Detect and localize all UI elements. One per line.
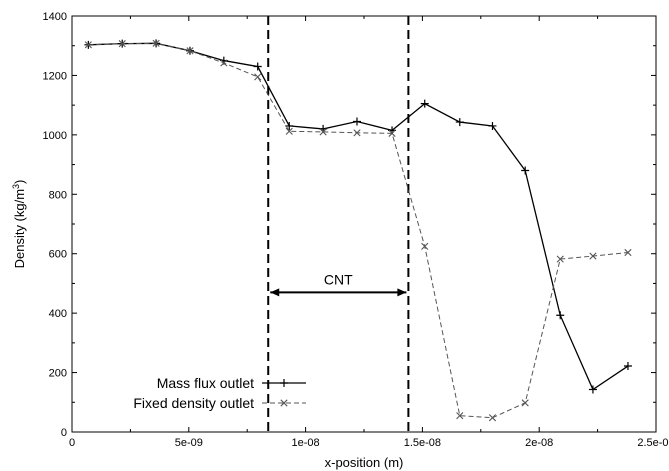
x-tick-label: 1.5e-08 — [404, 437, 441, 449]
y-tick-label: 200 — [49, 368, 67, 380]
series-1-point — [421, 242, 429, 250]
y-axis-title-main: Density (kg/m — [12, 189, 27, 268]
series-layer — [84, 39, 632, 422]
y-axis-title-close: ) — [12, 180, 27, 184]
legend-marker-0 — [280, 379, 288, 387]
y-tick-label: 0 — [61, 427, 67, 439]
legend-label-fixed-density: Fixed density outlet — [133, 395, 254, 411]
series-1-point — [186, 47, 194, 55]
x-tick-label: 1e-08 — [292, 437, 320, 449]
series-0-point — [488, 121, 497, 130]
series-1-point — [84, 41, 92, 49]
series-0-point — [285, 121, 294, 130]
x-tick-label: 5e-09 — [175, 437, 203, 449]
series-1-point — [152, 39, 160, 47]
series-0-point — [521, 166, 530, 175]
y-axis: 0 200 400 600 800 1000 1200 1400 — [43, 11, 656, 439]
series-line-1 — [88, 42, 629, 419]
series-0-point — [420, 99, 429, 108]
series-1-point — [589, 252, 597, 260]
y-tick-label: 1400 — [43, 11, 67, 23]
x-tick-label: 2e-08 — [525, 437, 553, 449]
series-1-point — [319, 128, 327, 136]
series-0-point — [588, 385, 597, 394]
series-1-point — [254, 73, 262, 81]
x-axis-title: x-position (m) — [325, 455, 404, 470]
series-0-point — [556, 311, 565, 320]
cnt-label: CNT — [324, 271, 353, 287]
legend-label-mass-flux: Mass flux outlet — [157, 375, 254, 391]
series-1-point — [456, 412, 464, 420]
legend-marker-1 — [280, 399, 288, 407]
y-axis-title: Density (kg/m3) — [11, 180, 27, 269]
y-axis-title-sup: 3 — [11, 184, 21, 189]
series-0-point — [455, 118, 464, 127]
y-tick-label: 1200 — [43, 70, 67, 82]
series-1-point — [521, 399, 529, 407]
cnt-arrow-left-head — [270, 288, 280, 297]
y-tick-label: 1000 — [43, 130, 67, 142]
series-1-point — [220, 59, 228, 67]
series-0-point — [352, 117, 361, 126]
cnt-arrow-right-head — [397, 288, 407, 297]
series-line-0 — [88, 42, 629, 391]
series-0-point — [253, 62, 262, 71]
x-tick-label: 0 — [69, 437, 75, 449]
series-1-point — [353, 129, 361, 137]
y-tick-label: 800 — [49, 189, 67, 201]
series-1-point — [556, 255, 564, 263]
series-1-point — [285, 127, 293, 135]
x-tick-label: 2.5e-08 — [637, 437, 669, 449]
series-1-point — [488, 414, 497, 422]
series-0-point — [623, 362, 632, 371]
plot-frame — [71, 15, 657, 433]
legend: Mass flux outlet Fixed density outlet — [133, 375, 306, 411]
series-1-point — [388, 129, 396, 137]
series-1-point — [624, 248, 632, 257]
series-1-point — [118, 40, 126, 48]
y-tick-label: 400 — [49, 308, 67, 320]
cnt-region: CNT — [267, 16, 410, 432]
y-tick-label: 600 — [49, 249, 67, 261]
